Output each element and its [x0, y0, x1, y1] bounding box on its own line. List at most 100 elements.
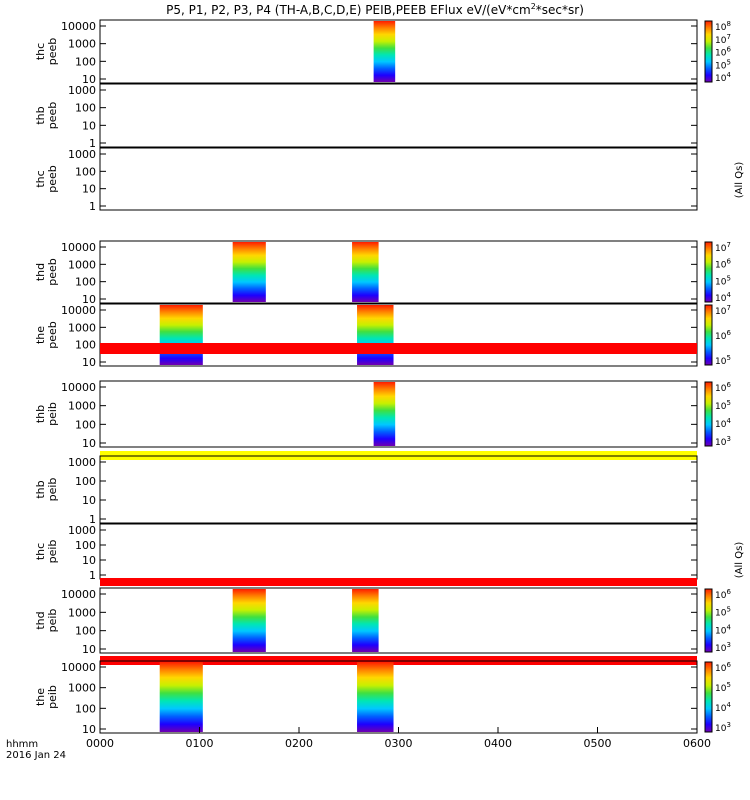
y-tick-label: 10: [82, 356, 96, 369]
title-sup: 2: [531, 2, 536, 11]
y-tick-label: 10: [82, 554, 96, 567]
colorbar-tick-label: 103: [715, 641, 731, 654]
y-tick-label: 10: [82, 183, 96, 196]
side-label: (All Qs): [734, 542, 745, 579]
y-tick-label: 10: [82, 494, 96, 507]
panel-frame: [99, 523, 698, 580]
quality-bar: [100, 578, 697, 586]
y-tick-label: 100: [75, 55, 96, 68]
panel-thb-peib-2: 1 10 100 1000 thbpeib: [34, 455, 698, 526]
y-tick-label: 1000: [68, 321, 96, 334]
panel-frame: [99, 83, 698, 148]
spectrogram-block: [159, 305, 203, 365]
colorbar: [704, 381, 713, 447]
spectrogram-block: [352, 589, 379, 652]
spectrogram-block: [159, 662, 203, 732]
y-tick-label: 100: [75, 276, 96, 289]
colorbar-tick-label: 107: [715, 304, 731, 317]
colorbar: [704, 588, 713, 653]
panel-frame: [99, 380, 698, 448]
y-tick-label: 1000: [68, 524, 96, 537]
y-tick-label: 10000: [61, 304, 96, 317]
panel-thc-peib: 1 10 100 1000 thcpeib: [34, 523, 698, 582]
y-tick-label: 1000: [68, 456, 96, 469]
x-tick-label: 0100: [186, 737, 214, 750]
x-tick-label: 0600: [683, 737, 711, 750]
spectrogram-block: [232, 589, 266, 652]
side-labels: (All Qs) (All Qs): [734, 162, 745, 579]
y-tick-label: 1000: [68, 682, 96, 695]
spectrogram-block: [357, 662, 394, 732]
y-axis-label: thcpeeb: [34, 38, 59, 66]
y-axis-label: thepeeb: [34, 321, 59, 349]
colorbar-tick-label: 106: [715, 588, 731, 601]
x-tick-label: 0200: [285, 737, 313, 750]
y-tick-label: 1000: [68, 400, 96, 413]
y-tick-label: 10: [82, 643, 96, 656]
quality-bar: [100, 343, 697, 354]
colorbar-tick-label: 106: [715, 381, 731, 394]
colorbar-tick-label: 104: [715, 291, 731, 304]
svg-text:P5, P1, P2, P3, P4 (TH-A,B,C,D: P5, P1, P2, P3, P4 (TH-A,B,C,D,E) PEIB,P…: [166, 2, 584, 17]
chart-title: P5, P1, P2, P3, P4 (TH-A,B,C,D,E) PEIB,P…: [166, 2, 584, 17]
colorbar: [704, 661, 713, 733]
y-axis-label: thcpeeb: [34, 165, 59, 193]
colorbar-tick-label: 107: [715, 241, 731, 254]
panel-frame: [99, 587, 698, 654]
panel-thc-peeb: 1 10 100 1000 thcpeeb: [34, 147, 698, 213]
colorbar-tick-label: 106: [715, 46, 731, 59]
x-axis-label-line1: hhmm: [6, 739, 38, 750]
y-tick-label: 10: [82, 437, 96, 450]
y-axis-label: thbpeib: [34, 402, 59, 426]
y-axis-label: thdpeib: [34, 609, 59, 633]
colorbar-tick-label: 106: [715, 661, 731, 674]
x-tick-label: 0300: [385, 737, 413, 750]
y-tick-label: 10: [82, 119, 96, 132]
y-tick-label: 1: [89, 569, 96, 582]
y-tick-label: 100: [75, 625, 96, 638]
y-tick-label: 100: [75, 475, 96, 488]
panel-frame: [99, 303, 698, 367]
panel-frame: [99, 19, 698, 84]
y-axis-label: thbpeeb: [34, 102, 59, 130]
panel-frame: [99, 455, 698, 524]
colorbar-tick-label: 105: [715, 681, 731, 694]
colorbar-tick-label: 105: [715, 606, 731, 619]
y-tick-label: 1000: [68, 38, 96, 51]
y-tick-label: 1000: [68, 606, 96, 619]
y-tick-label: 100: [75, 339, 96, 352]
y-tick-label: 10000: [61, 661, 96, 674]
x-axis-label-line2: 2016 Jan 24: [6, 750, 66, 761]
colorbar-tick-label: 107: [715, 33, 731, 46]
y-tick-label: 10000: [61, 241, 96, 254]
panel-frame: [99, 147, 698, 211]
y-tick-label: 10000: [61, 20, 96, 33]
colorbar-tick-label: 104: [715, 701, 731, 714]
y-tick-label: 100: [75, 539, 96, 552]
y-tick-label: 10: [82, 723, 96, 736]
panel-thb-peeb: 1 10 100 1000 thbpeeb: [34, 83, 698, 150]
colorbar: [704, 241, 713, 303]
colorbar-tick-label: 106: [715, 258, 731, 271]
spectrogram-block: [373, 382, 396, 446]
panels-group: 10100100010000thcpeeb1041051061071081101…: [34, 19, 731, 736]
y-tick-label: 100: [75, 702, 96, 715]
y-tick-label: 10000: [61, 381, 96, 394]
y-tick-label: 1: [89, 200, 96, 213]
colorbar-tick-label: 105: [715, 274, 731, 287]
y-tick-label: 10: [82, 293, 96, 306]
y-tick-label: 1: [89, 137, 96, 150]
spectrogram-block: [232, 242, 266, 302]
colorbar-tick-label: 105: [715, 399, 731, 412]
spectrogram-block: [357, 305, 394, 365]
colorbar-tick-label: 104: [715, 417, 731, 430]
y-tick-label: 10: [82, 73, 96, 86]
y-tick-label: 100: [75, 165, 96, 178]
